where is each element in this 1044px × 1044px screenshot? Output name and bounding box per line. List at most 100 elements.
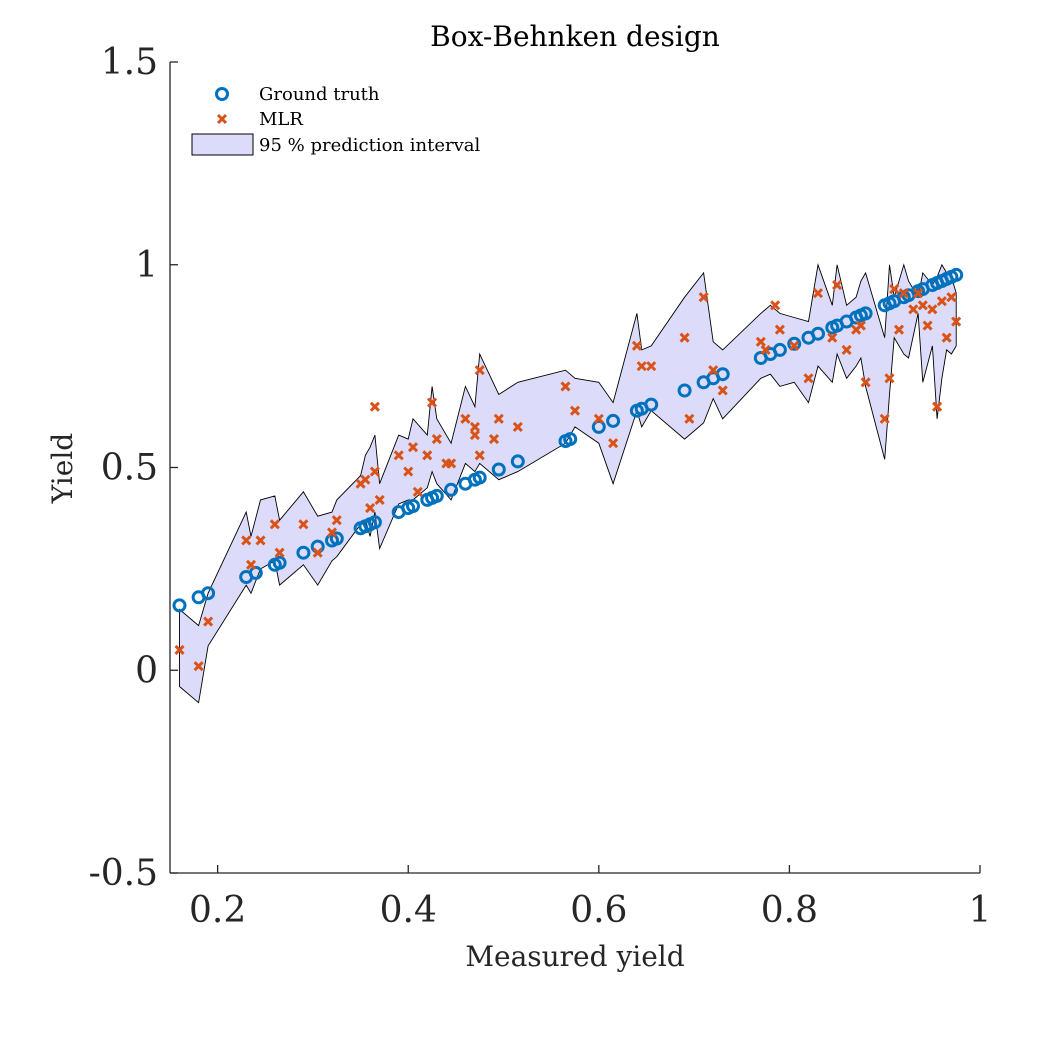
mlr-point	[269, 519, 280, 530]
mlr-point	[936, 296, 947, 307]
mlr-point	[274, 547, 285, 558]
ground-truth-point	[248, 565, 263, 580]
mlr-point	[474, 365, 485, 376]
ground-truth-point	[406, 499, 420, 513]
x-tick-label: 0.8	[761, 890, 818, 931]
mlr-point	[951, 316, 962, 327]
mlr-point	[917, 300, 928, 311]
y-tick-label: -0.5	[89, 853, 158, 894]
mlr-point	[374, 494, 385, 506]
mlr-point	[898, 288, 909, 299]
mlr-point	[331, 515, 342, 526]
mlr-point	[684, 413, 695, 424]
ground-truth-point	[272, 555, 287, 570]
ground-truth-point	[677, 383, 692, 398]
legend-mlr-label: MLR	[259, 109, 303, 130]
mlr-point	[831, 279, 843, 291]
ground-truth-point	[949, 267, 964, 282]
ground-truth-point	[510, 454, 525, 469]
mlr-point	[365, 502, 376, 514]
mlr-point	[474, 450, 485, 461]
mlr-point	[698, 292, 709, 303]
ground-truth-point	[472, 470, 487, 485]
mlr-point	[193, 661, 204, 672]
mlr-point	[884, 373, 895, 384]
mlr-point	[560, 381, 571, 392]
y-tick-label: 1.5	[101, 42, 158, 83]
mlr-point	[369, 466, 380, 477]
mlr-point	[203, 616, 214, 627]
mlr-point	[855, 320, 866, 331]
mlr-point	[922, 320, 933, 331]
mlr-point	[469, 421, 481, 433]
x-tick-label: 0.6	[570, 890, 627, 931]
ground-truth-point	[811, 326, 825, 341]
mlr-point	[512, 421, 523, 433]
mlr-point	[941, 332, 952, 343]
mlr-point	[412, 486, 423, 497]
mlr-point	[593, 413, 604, 424]
mlr-point	[245, 559, 257, 570]
mlr-point	[174, 644, 185, 656]
ground-truth-point	[491, 462, 506, 477]
mlr-point	[255, 535, 266, 546]
mlr-point	[403, 466, 414, 477]
legend-ground-truth-marker	[215, 87, 229, 101]
ground-truth-point	[172, 598, 187, 613]
y-tick-label: 0	[135, 650, 158, 691]
mlr-point	[912, 288, 924, 299]
ground-truth-point	[591, 419, 606, 434]
mlr-point	[407, 442, 419, 453]
y-tick-label: 0.5	[101, 448, 158, 489]
ground-truth-point	[715, 367, 730, 382]
mlr-point	[841, 344, 852, 355]
legend-mlr-marker	[216, 113, 228, 125]
ground-truth-point	[429, 488, 444, 503]
mlr-point	[679, 332, 690, 343]
x-tick-label: 1	[969, 890, 992, 931]
mlr-point	[446, 458, 457, 469]
legend: Ground truth MLR 95 % prediction interva…	[191, 84, 480, 156]
mlr-point	[889, 284, 900, 295]
mlr-point	[908, 304, 919, 315]
mlr-point	[422, 450, 433, 461]
ground-truth-point	[329, 531, 344, 546]
mlr-point	[755, 336, 766, 347]
ground-truth-point	[367, 515, 382, 530]
prediction-interval-band	[179, 263, 957, 704]
mlr-point	[312, 547, 323, 558]
mlr-point	[469, 429, 481, 441]
mlr-point	[431, 434, 442, 445]
mlr-point	[708, 365, 719, 376]
ground-truth-point	[296, 545, 311, 560]
data-points-layer	[172, 267, 964, 672]
mlr-point	[460, 413, 471, 424]
mlr-point	[360, 474, 371, 485]
mlr-point	[803, 373, 814, 384]
axes	[169, 62, 980, 874]
y-tick-label: 1	[135, 245, 158, 286]
x-axis-title: Measured yield	[465, 940, 684, 973]
chart-title: Box-Behnken design	[430, 20, 720, 53]
y-axis-title: Yield	[46, 433, 79, 504]
mlr-point	[893, 324, 905, 335]
mlr-point	[760, 344, 771, 355]
x-tick-label: 0.4	[380, 890, 437, 931]
mlr-point	[636, 361, 647, 372]
mlr-point	[493, 413, 504, 424]
mlr-point	[927, 304, 938, 315]
axis-ticks: 0.2 0.4 0.6 0.8 1 -0.5 0 0.5 1 1.5	[89, 42, 992, 931]
mlr-point	[369, 401, 380, 412]
ground-truth-point	[644, 397, 659, 412]
ground-truth-point	[201, 586, 216, 601]
legend-ground-truth-label: Ground truth	[259, 84, 380, 105]
mlr-point	[717, 385, 728, 396]
mlr-point	[393, 450, 404, 461]
legend-interval-swatch	[191, 133, 254, 156]
mlr-point	[789, 340, 800, 351]
mlr-point	[946, 292, 957, 303]
mlr-point	[646, 361, 657, 372]
mlr-point	[608, 438, 619, 449]
